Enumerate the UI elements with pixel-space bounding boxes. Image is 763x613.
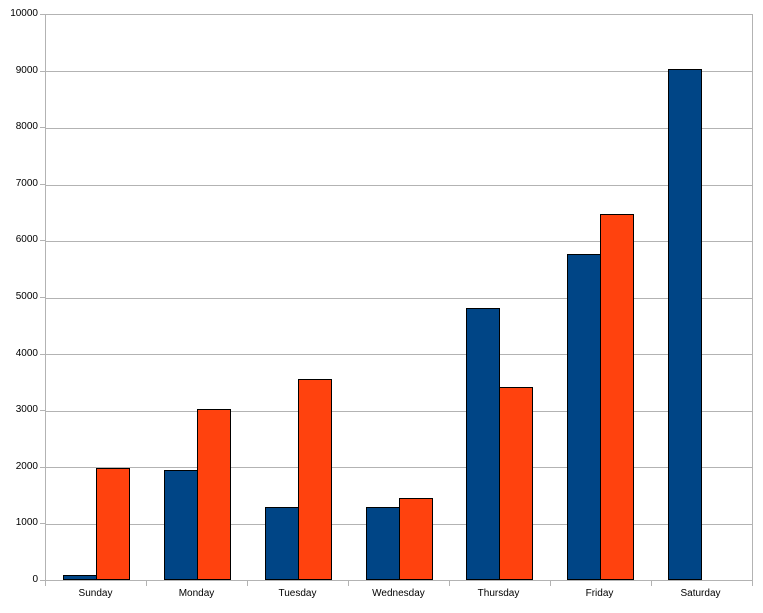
y-axis-label: 10000 xyxy=(10,8,38,19)
x-axis-label: Saturday xyxy=(680,588,721,599)
gridline xyxy=(46,354,752,355)
y-axis-tick xyxy=(40,580,45,581)
y-axis-tick xyxy=(40,467,45,468)
gridline xyxy=(46,411,752,412)
y-axis-tick xyxy=(40,523,45,524)
x-axis-tick xyxy=(449,581,450,586)
series-orange-bar xyxy=(399,498,433,580)
y-axis-tick xyxy=(40,71,45,72)
y-axis-tick xyxy=(40,184,45,185)
y-axis-tick xyxy=(40,240,45,241)
x-axis-tick xyxy=(752,581,753,586)
gridline xyxy=(46,71,752,72)
y-axis-label: 8000 xyxy=(15,121,38,132)
y-axis-label: 7000 xyxy=(15,178,38,189)
y-axis-tick xyxy=(40,297,45,298)
y-axis-tick xyxy=(40,354,45,355)
y-axis-label: 0 xyxy=(32,574,38,585)
series-orange-bar xyxy=(499,387,533,580)
series-blue-bar xyxy=(164,470,198,580)
y-axis-label: 3000 xyxy=(15,404,38,415)
gridline xyxy=(46,467,752,468)
y-axis-label: 2000 xyxy=(15,461,38,472)
series-blue-bar xyxy=(466,308,500,580)
x-axis-tick xyxy=(146,581,147,586)
x-axis-label: Tuesday xyxy=(278,588,317,599)
gridline xyxy=(46,185,752,186)
series-orange-bar xyxy=(96,468,130,580)
x-axis-label: Wednesday xyxy=(372,588,425,599)
x-axis-tick xyxy=(45,581,46,586)
x-axis-tick xyxy=(247,581,248,586)
series-orange-bar xyxy=(298,379,332,580)
series-blue-bar xyxy=(265,507,299,580)
gridline xyxy=(46,128,752,129)
gridline xyxy=(46,298,752,299)
y-axis-label: 9000 xyxy=(15,65,38,76)
x-axis-tick xyxy=(348,581,349,586)
x-axis-tick xyxy=(550,581,551,586)
series-blue-bar xyxy=(668,69,702,580)
y-axis-tick xyxy=(40,14,45,15)
series-blue-bar xyxy=(63,575,97,580)
x-axis-label: Friday xyxy=(585,588,614,599)
plot-area xyxy=(45,14,753,581)
series-orange-bar xyxy=(197,409,231,580)
y-axis-label: 1000 xyxy=(15,517,38,528)
gridline xyxy=(46,241,752,242)
y-axis-label: 5000 xyxy=(15,291,38,302)
y-axis-tick xyxy=(40,127,45,128)
series-orange-bar xyxy=(600,214,634,580)
series-blue-bar xyxy=(567,254,601,580)
series-blue-bar xyxy=(366,507,400,580)
x-axis-tick xyxy=(651,581,652,586)
x-axis-label: Monday xyxy=(178,588,215,599)
x-axis-label: Thursday xyxy=(477,588,520,599)
x-axis-label: Sunday xyxy=(78,588,113,599)
y-axis-label: 4000 xyxy=(15,348,38,359)
y-axis-tick xyxy=(40,410,45,411)
y-axis-label: 6000 xyxy=(15,234,38,245)
